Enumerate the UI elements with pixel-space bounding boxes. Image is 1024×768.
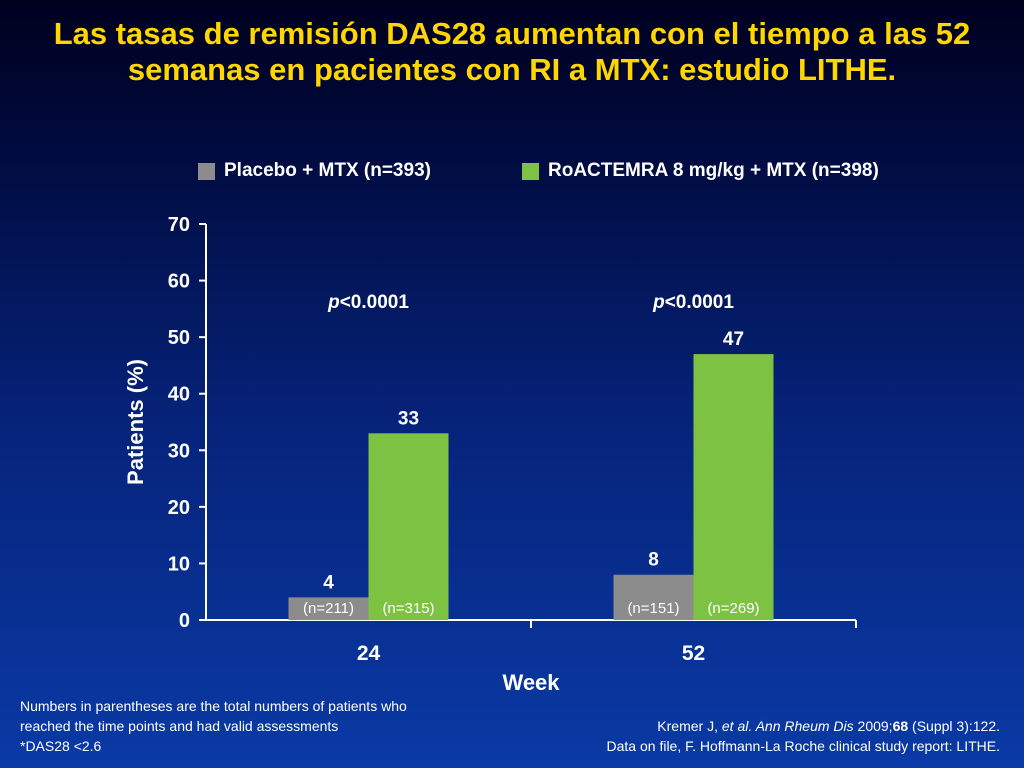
x-tick-label-24: 24 — [357, 642, 381, 665]
legend-item-placebo: Placebo + MTX (n=393) — [198, 160, 431, 182]
y-axis-label: Patients (%) — [123, 359, 148, 485]
bar-placebo-week-52 — [613, 574, 694, 620]
citation-line-1: Kremer J, et al. Ann Rheum Dis 2009;68 (… — [657, 718, 1000, 734]
n-label-roactemra-week-24: (n=315) — [382, 600, 434, 617]
legend-item-roactemra: RoACTEMRA 8 mg/kg + MTX (n=398) — [522, 160, 879, 182]
legend-swatch-placebo — [198, 162, 215, 180]
y-tick-label-70: 70 — [168, 214, 190, 236]
bar-placebo-week-24 — [288, 597, 369, 620]
footnote-line-2: reached the time points and had valid as… — [20, 718, 339, 734]
data-label-roactemra-week-24: 33 — [398, 408, 419, 429]
y-tick-label-30: 30 — [168, 440, 190, 462]
y-tick-label-10: 10 — [168, 553, 190, 575]
citation: Kremer J, et al. Ann Rheum Dis 2009;68 (… — [480, 716, 1000, 756]
bar-roactemra-week-24 — [368, 433, 449, 620]
y-tick-label-20: 20 — [168, 497, 190, 519]
legend-swatch-roactemra — [522, 162, 539, 180]
y-tick-label-40: 40 — [168, 384, 190, 406]
y-tick-label-0: 0 — [179, 610, 190, 632]
footnote-line-3: *DAS28 <2.6 — [20, 738, 102, 754]
x-tick-label-52: 52 — [682, 642, 705, 665]
data-label-roactemra-week-52: 47 — [723, 329, 744, 350]
footnote: Numbers in parentheses are the total num… — [20, 696, 510, 756]
n-label-roactemra-week-52: (n=269) — [707, 600, 759, 617]
n-label-placebo-week-52: (n=151) — [627, 600, 679, 617]
p-value-week-52: p<0.0001 — [652, 292, 734, 313]
p-value-week-24: p<0.0001 — [327, 292, 409, 313]
data-label-placebo-week-52: 8 — [648, 550, 659, 571]
legend-label-roactemra: RoACTEMRA 8 mg/kg + MTX (n=398) — [548, 160, 879, 181]
citation-line-2: Data on file, F. Hoffmann-La Roche clini… — [606, 738, 1000, 754]
n-label-placebo-week-24: (n=211) — [303, 600, 354, 617]
x-axis-label: Week — [502, 670, 560, 695]
data-label-placebo-week-24: 4 — [323, 572, 334, 593]
legend-label-placebo: Placebo + MTX (n=393) — [224, 160, 431, 181]
y-tick-label-50: 50 — [168, 327, 190, 349]
y-tick-label-60: 60 — [168, 271, 190, 293]
footnote-line-1: Numbers in parentheses are the total num… — [20, 698, 407, 714]
chart-legend: Placebo + MTX (n=393) RoACTEMRA 8 mg/kg … — [0, 160, 1024, 186]
bar-roactemra-week-52 — [693, 354, 774, 620]
slide-title: Las tasas de remisión DAS28 aumentan con… — [53, 16, 971, 87]
